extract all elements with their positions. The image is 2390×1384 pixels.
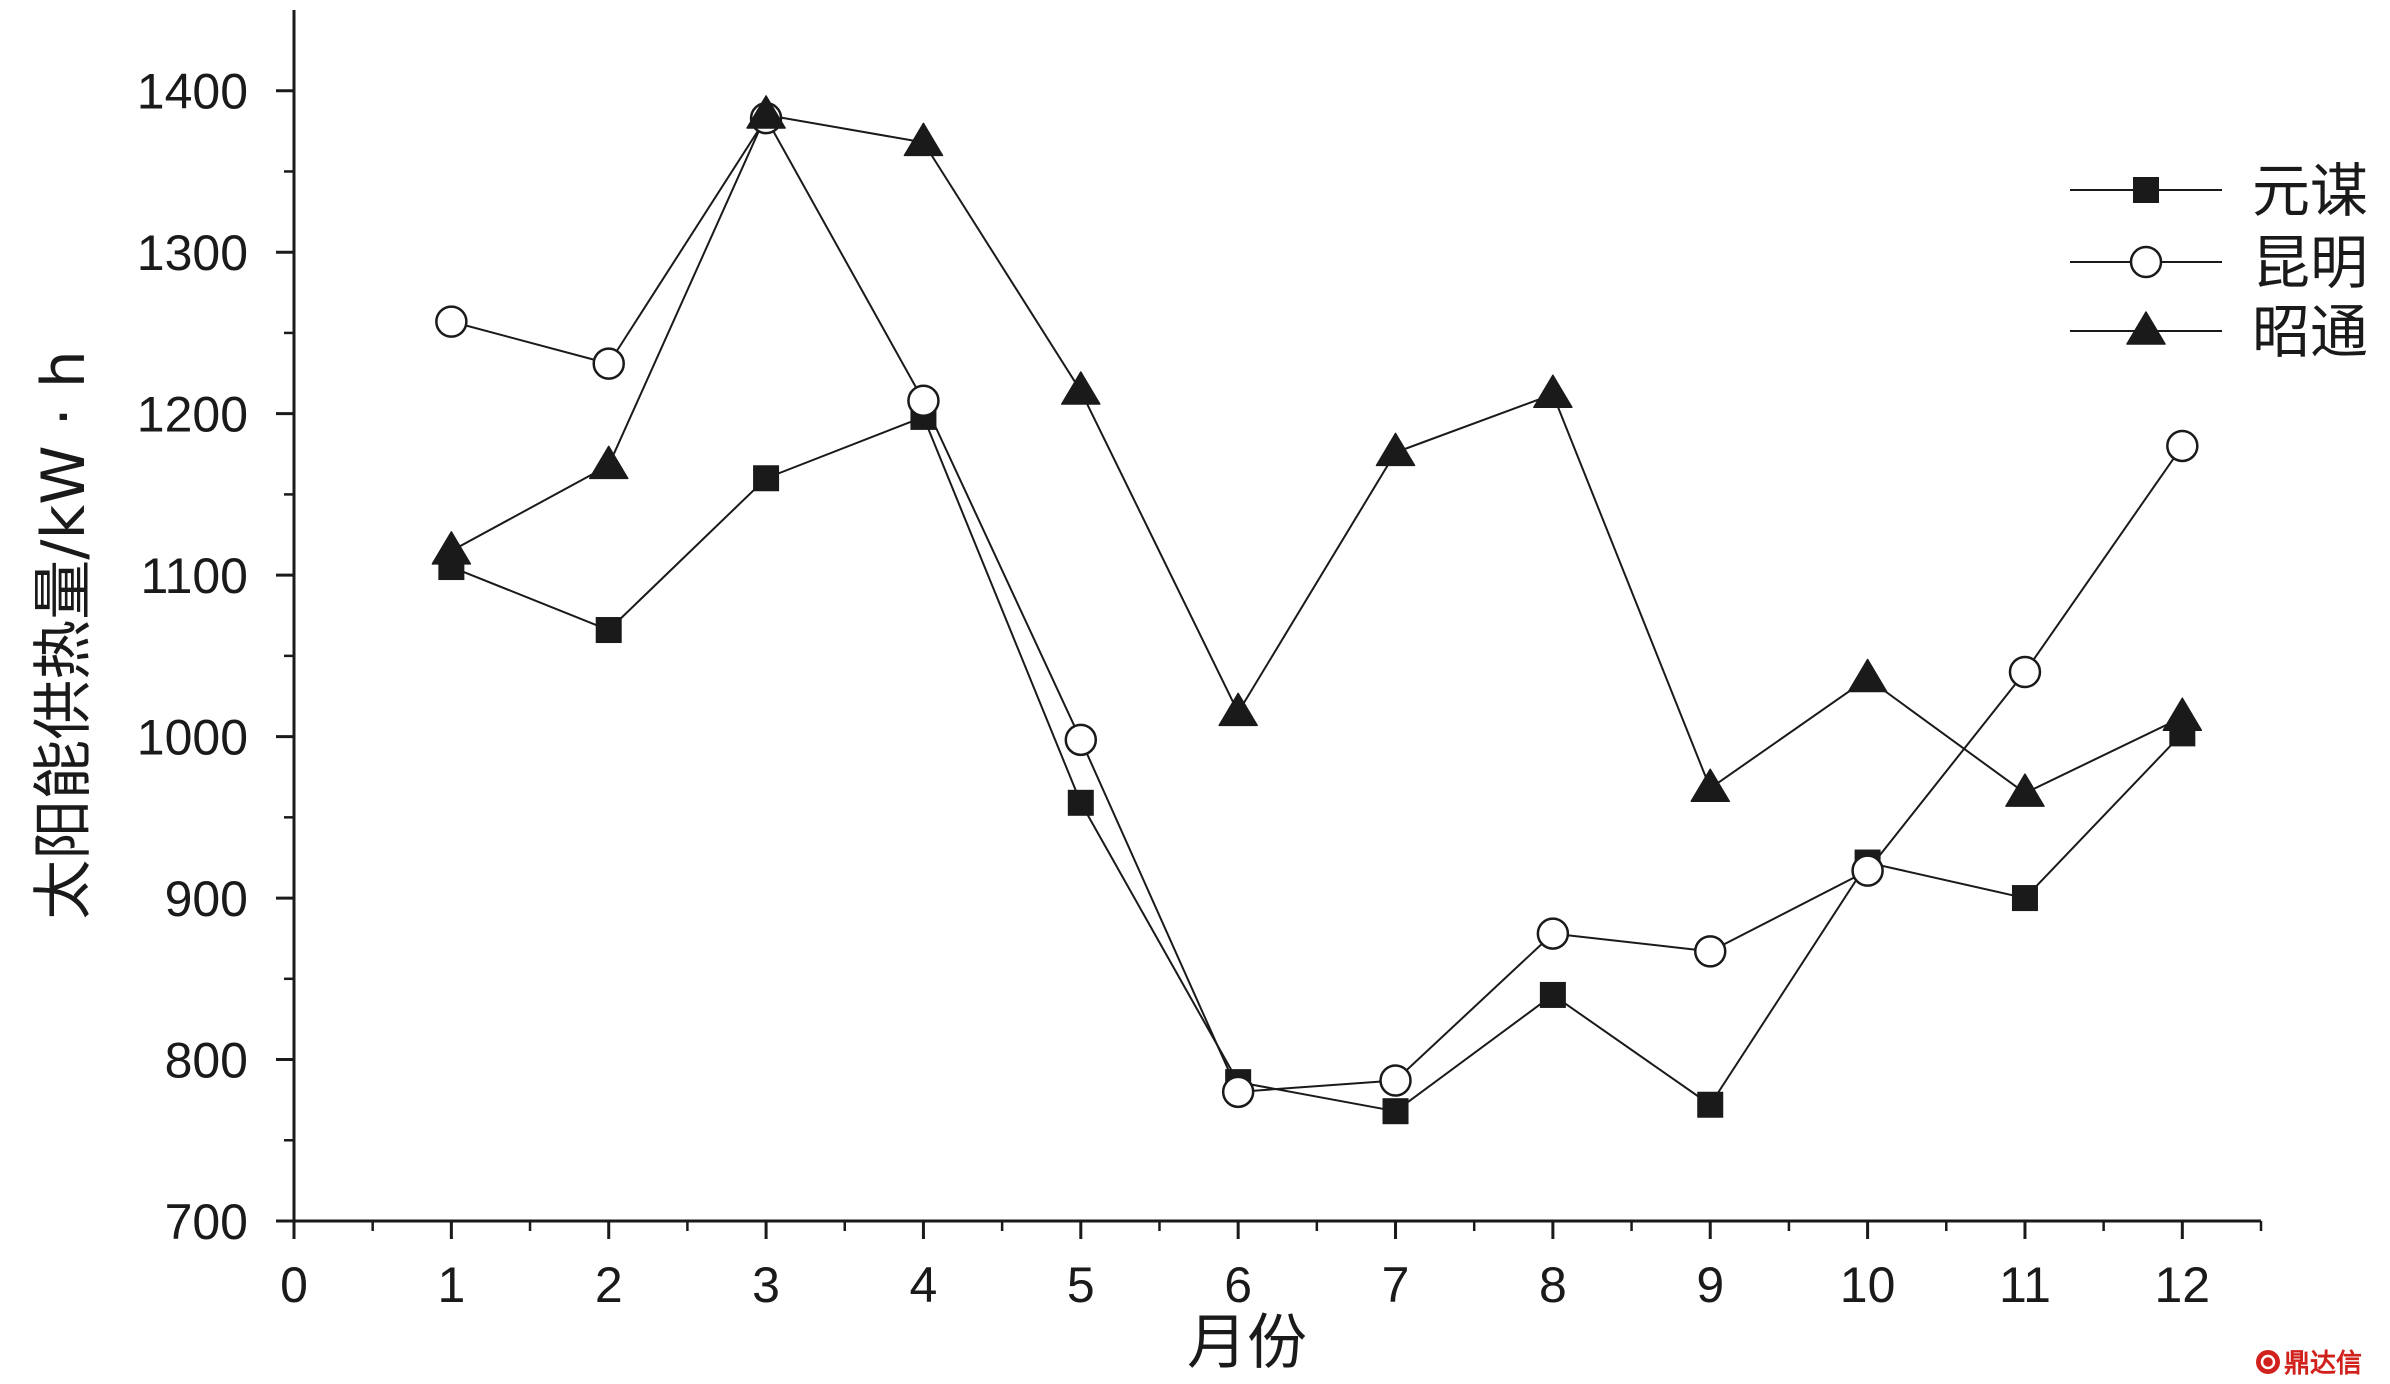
y-axis-label: 太阳能供热量/kW · h [29,350,99,920]
series-1-point [753,465,780,492]
series-2-point [1064,723,1098,757]
x-tick-label: 9 [1696,1257,1724,1313]
series-3-point [2162,697,2203,731]
series-2-markers [435,101,2199,1109]
x-tick-label: 8 [1539,1257,1567,1313]
series-1-point [595,617,622,644]
series-2-point [1693,935,1727,968]
x-tick-label: 11 [1999,1257,2051,1313]
series-layer [431,95,2203,1125]
y-tick-label: 1100 [140,548,248,604]
series-3-markers [431,95,2203,807]
y-tick-label: 1000 [137,710,248,766]
series-3-point [1690,768,1730,803]
series-2-point [435,305,468,338]
series-3-point [746,95,786,129]
series-3-point [903,122,944,157]
legend-item: 元谋 [2070,157,2368,225]
x-tick-label: 1 [437,1257,465,1313]
x-tick-label: 2 [595,1257,623,1313]
y-tick-label: 1200 [137,387,248,443]
x-tick-label: 5 [1067,1257,1095,1313]
legend-marker [2126,311,2166,345]
x-tick-label: 6 [1224,1257,1252,1313]
y-tick-label: 700 [165,1194,248,1250]
series-2-point [1536,917,1570,950]
y-tick-label: 900 [165,871,248,927]
series-1-point [1697,1091,1724,1118]
series-2-point [2008,655,2042,689]
series-3-point [2005,773,2045,807]
watermark: 鼎达信 [2256,1349,2362,1379]
x-tick-label: 7 [1382,1257,1410,1313]
legend-item: 昆明 [2070,229,2368,297]
series-3-point [1061,371,1101,405]
x-tick-label: 0 [280,1257,308,1313]
y-tick-label: 1400 [137,64,248,120]
legend-label: 元谋 [2252,157,2368,225]
series-1-line [450,415,2184,1113]
series-1-point [2011,885,2038,912]
x-tick-label: 10 [1840,1257,1896,1313]
x-tick-label: 4 [910,1257,938,1313]
series-2-point [1221,1075,1255,1109]
series-3-point [1533,374,1573,409]
series-2-point [592,347,625,380]
x-tick-label: 12 [2155,1257,2211,1313]
legend-label: 昭通 [2252,298,2368,366]
watermark-logo-icon [2256,1350,2280,1374]
series-1-point [1382,1098,1409,1125]
series-3-point [1375,432,1416,467]
y-tick-label: 800 [165,1033,248,1089]
legend-marker [2133,177,2159,203]
series-2-point [1851,854,1884,887]
series-3-line [450,113,2183,795]
series-3-point [1218,692,1258,727]
watermark-text: 鼎达信 [2284,1349,2362,1379]
legend-label: 昆明 [2252,229,2368,297]
series-3-point [1847,658,1888,693]
legend-item: 昭通 [2070,298,2368,366]
series-3-point [588,445,629,480]
series-1-point [1539,981,1566,1008]
series-2-point [2166,429,2199,463]
series-2-point [907,384,940,417]
series-1-markers [438,403,2196,1125]
series-2-point [1379,1064,1412,1097]
legend-marker [2129,245,2163,279]
x-axis-label: 月份 [1187,1308,1307,1378]
series-2-line [451,117,2184,1093]
watermark-logo-inner-icon [2260,1354,2276,1370]
series-3-point [431,531,472,565]
y-tick-label: 1300 [137,225,248,281]
x-tick-label: 3 [752,1257,780,1313]
series-1-point [1067,789,1094,816]
